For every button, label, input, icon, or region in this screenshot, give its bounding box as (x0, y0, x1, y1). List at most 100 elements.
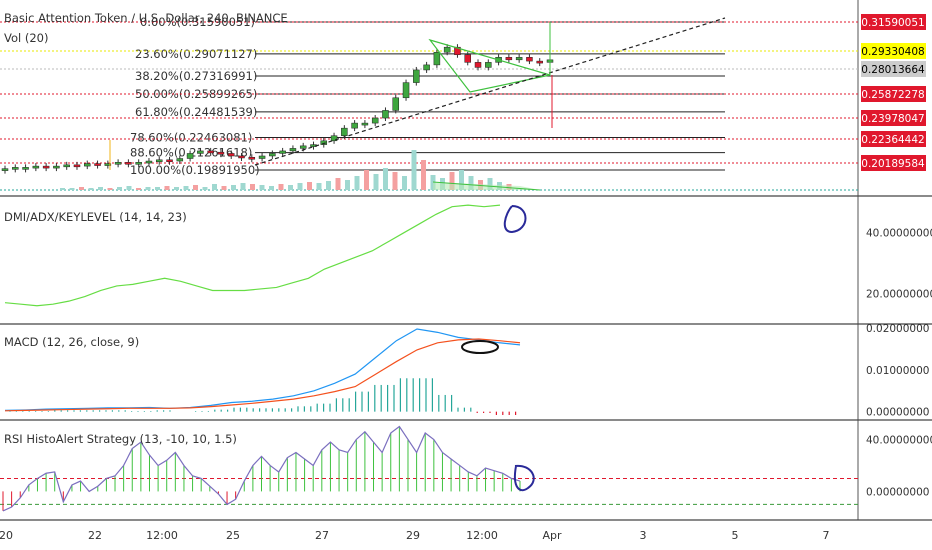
candle-body (104, 163, 112, 166)
volume-bar (212, 184, 217, 190)
candle-body (320, 140, 328, 145)
candle-body (464, 54, 471, 63)
volume-bar (459, 170, 464, 190)
price-label-bg (861, 110, 926, 126)
time-axis-tick: 5 (732, 529, 739, 542)
time-axis-tick: 25 (226, 529, 240, 542)
candle-body (42, 165, 50, 169)
dmi-series-line (4, 204, 501, 307)
volume-bar (202, 187, 208, 190)
fib-level-label: 78.60%(0.22463081) (130, 130, 252, 144)
time-axis-tick: 29 (406, 529, 420, 542)
candle-body (22, 167, 29, 170)
volume-bar (193, 185, 198, 190)
candle-body (114, 162, 122, 165)
time-axis-tick: 22 (88, 529, 102, 542)
volume-bar (174, 187, 179, 190)
volume-bar (107, 188, 113, 190)
candle-body (176, 158, 184, 162)
price-label-bg (861, 86, 926, 102)
volume-bar (487, 178, 493, 190)
macd-series-line (4, 338, 521, 412)
volume-bar (288, 185, 293, 190)
volume-bar (60, 188, 65, 190)
candle-body (166, 159, 173, 163)
price-label-bg (861, 14, 926, 30)
candle-body (217, 151, 225, 155)
macd-title: MACD (12, 26, close, 9) (4, 335, 139, 349)
candle-body (413, 69, 420, 83)
candle-body (526, 57, 533, 62)
volume-bar (79, 187, 84, 190)
volume-bar (383, 168, 388, 190)
time-axis-tick: 3 (640, 529, 647, 542)
volume-bar (449, 172, 455, 190)
candle-body (207, 150, 214, 154)
volume-bar (345, 180, 350, 190)
candle-body (515, 57, 523, 61)
candle-body (269, 153, 276, 157)
candle-body (1, 168, 9, 171)
candle-body (433, 51, 441, 66)
candle-body (341, 127, 348, 136)
volume-bar (335, 178, 341, 190)
candle-body (361, 122, 369, 126)
candle-body (443, 46, 451, 53)
price-axis-bg (858, 0, 932, 550)
trendline (254, 17, 726, 166)
time-axis-tick: 27 (315, 529, 329, 542)
candle-body (371, 117, 379, 124)
candle-body (73, 164, 81, 168)
dmi-annotation-circle (503, 205, 527, 234)
price-label: 0.31590051 (861, 17, 924, 29)
time-axis-tick: Apr (542, 529, 562, 542)
candle-body (505, 57, 513, 61)
volume-bar (69, 188, 75, 190)
candle-body (485, 62, 492, 68)
volume-bar (221, 186, 227, 190)
volume-label: Vol (20) (4, 31, 48, 45)
volume-bar (126, 186, 132, 190)
macd-axis-tick: 0.02000000 (866, 323, 929, 335)
price-label-bg (861, 155, 926, 171)
candle-body (197, 150, 204, 154)
volume-bar (136, 188, 141, 190)
volume-bar (278, 184, 284, 190)
volume-bar (240, 183, 246, 190)
volume-bar (421, 160, 426, 190)
candle-body (402, 82, 410, 99)
volume-bar (402, 176, 407, 190)
candle-body (125, 162, 132, 165)
price-label-bg (861, 43, 926, 59)
price-label: 0.20189584 (861, 158, 925, 170)
volume-bar (164, 186, 170, 190)
price-label-bg (861, 61, 926, 77)
volume-bar (364, 170, 369, 190)
price-label: 0.28013664 (861, 64, 925, 76)
volume-bar (183, 186, 189, 190)
volume-bar (297, 183, 303, 190)
macd-axis-tick: 0.00000000 (866, 407, 929, 419)
candle-body (536, 60, 543, 64)
candle-body (299, 145, 307, 149)
candle-body (145, 160, 153, 164)
candle-body (32, 165, 40, 169)
volume-bar (250, 184, 255, 190)
rsi-axis-tick: 40.00000000 (866, 434, 932, 446)
time-axis-tick: 12:00 (146, 529, 178, 542)
volume-bar (98, 187, 103, 190)
candle-body (382, 110, 389, 119)
rsi-axis-tick: 0.00000000 (866, 486, 929, 498)
volume-bar (411, 150, 417, 190)
fib-level-label: 100.00%(0.19891950) (130, 163, 260, 177)
candle-body (351, 122, 358, 129)
candle-body (155, 159, 163, 163)
price-label: 0.25872278 (861, 89, 924, 101)
candle-body (248, 156, 256, 160)
candle-body (454, 46, 461, 56)
volume-bar (307, 182, 312, 190)
candle-body (186, 153, 194, 159)
time-axis-tick: 12:00 (466, 529, 498, 542)
